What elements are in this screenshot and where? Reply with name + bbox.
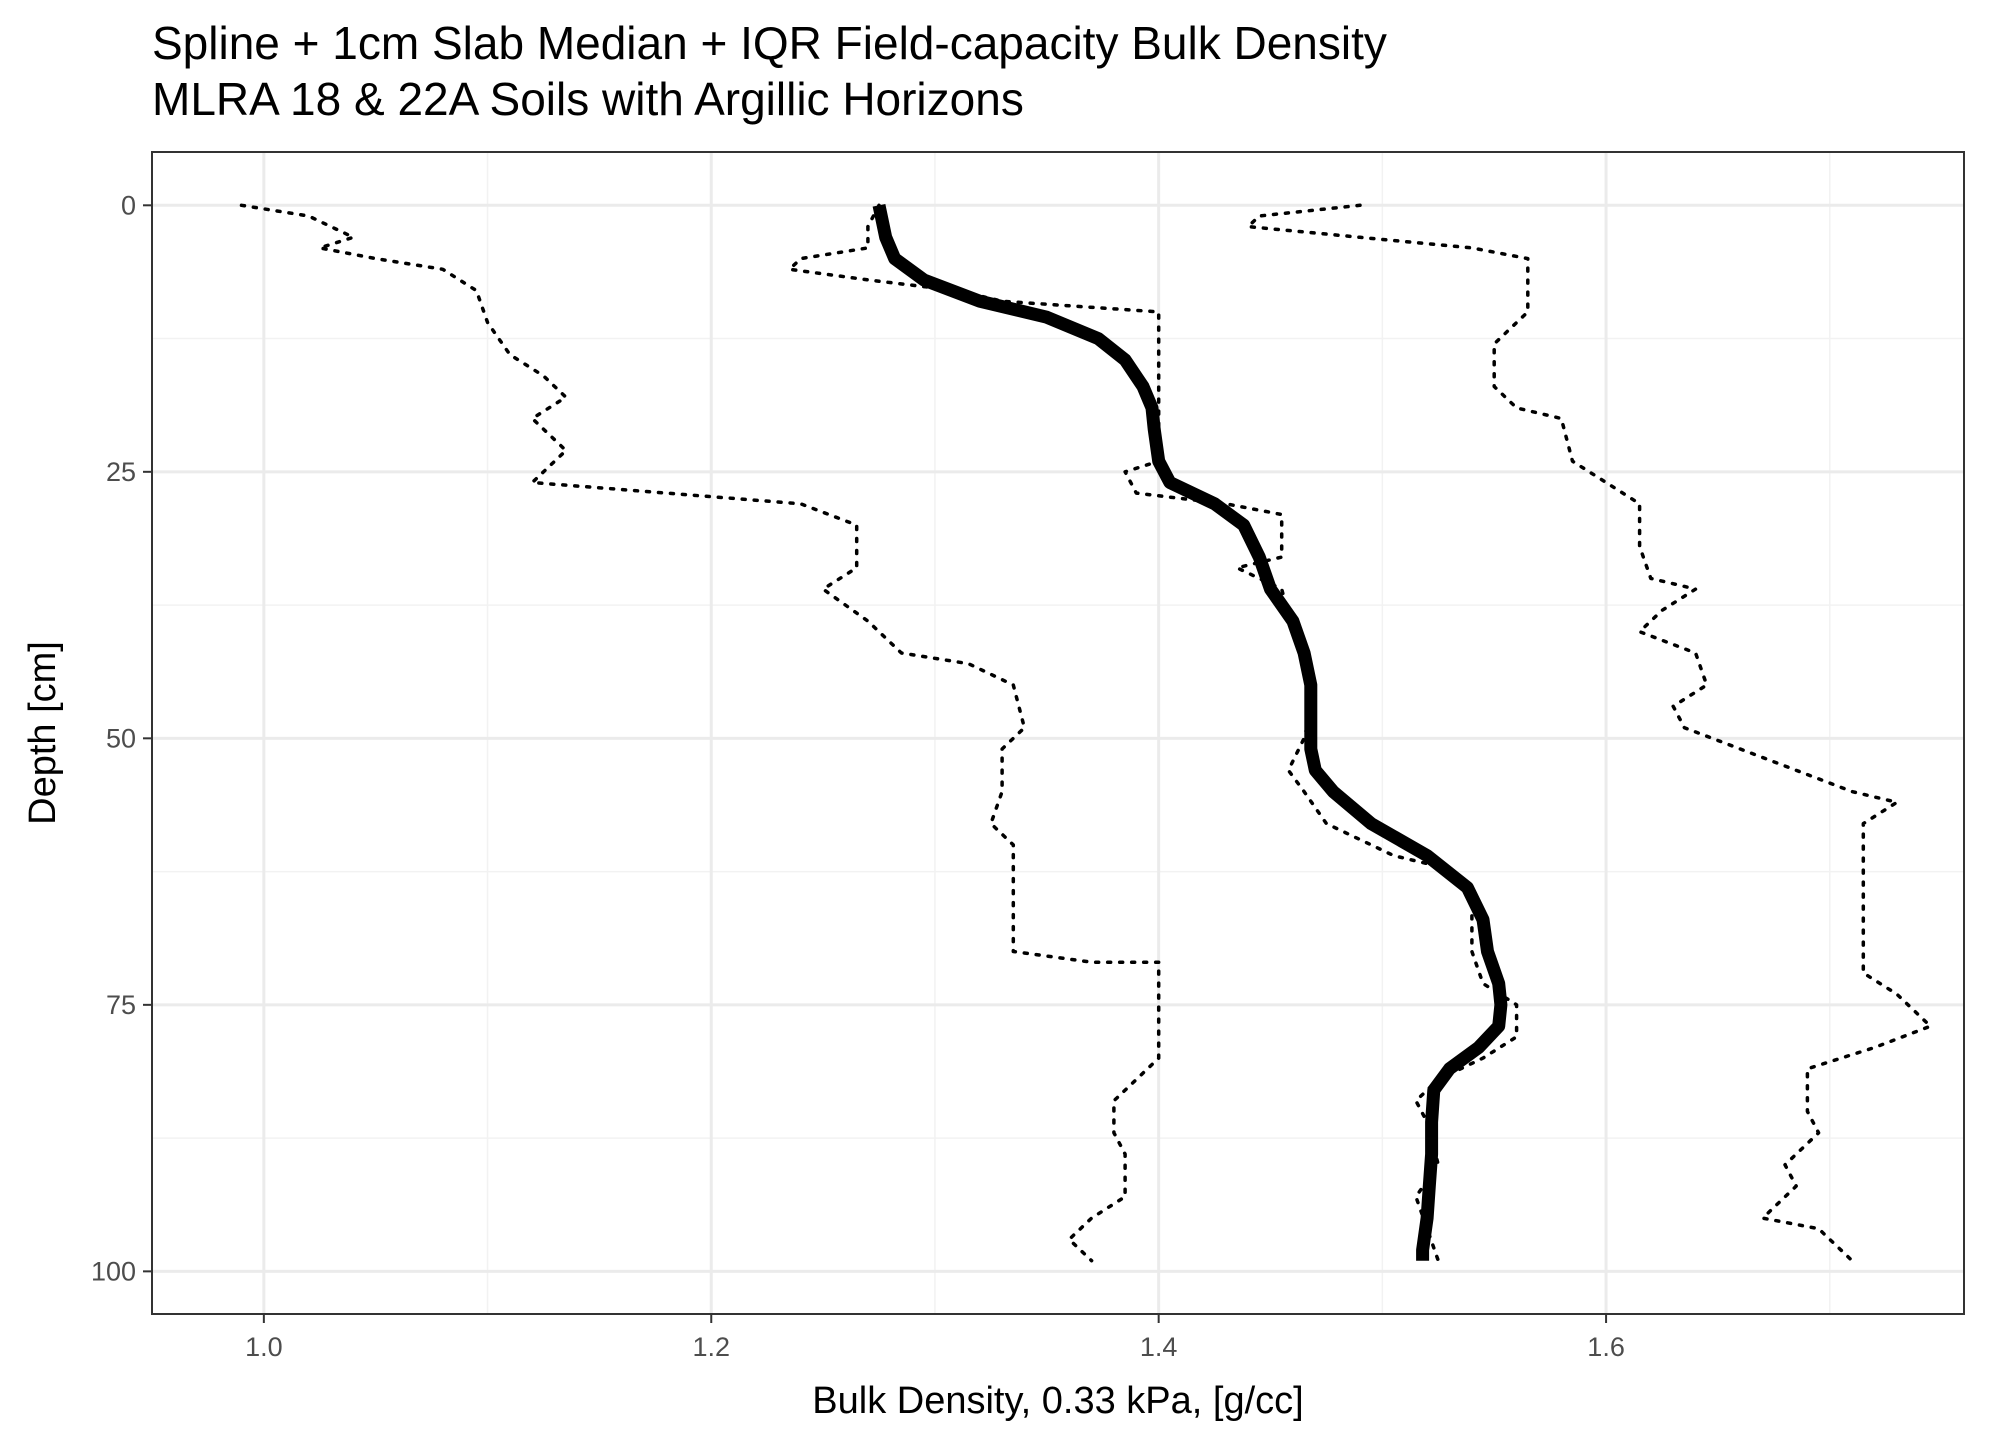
y-tick-label: 100 [91,1256,136,1286]
plot-panel-border [151,151,1965,1315]
chart-title: Spline + 1cm Slab Median + IQR Field-cap… [152,17,1387,69]
grid-layer [152,152,1964,1314]
x-axis-title: Bulk Density, 0.33 kPa, [g/cc] [812,1380,1303,1422]
y-tick-label: 75 [106,990,136,1020]
y-tick-label: 25 [106,457,136,487]
x-tick-label: 1.4 [1140,1332,1178,1362]
series-layer [239,203,1933,1263]
iqr-dotted-line-1 [787,203,1519,1263]
x-tick-label: 1.0 [245,1332,283,1362]
y-tick-label: 0 [121,190,136,220]
y-axis-title: Depth [cm] [22,641,64,825]
y-tick-label: 50 [106,723,136,753]
x-tick-label: 1.2 [692,1332,730,1362]
median-spline-line [872,203,1508,1261]
iqr-dotted-line-2 [239,203,1161,1263]
x-tick-label: 1.6 [1587,1332,1625,1362]
iqr-dotted-line-3 [1246,203,1933,1263]
chart-subtitle: MLRA 18 & 22A Soils with Argillic Horizo… [152,73,1024,125]
tick-layer: 1.0 1.2 1.4 1.6 0 25 50 75 100 [91,190,1625,1362]
